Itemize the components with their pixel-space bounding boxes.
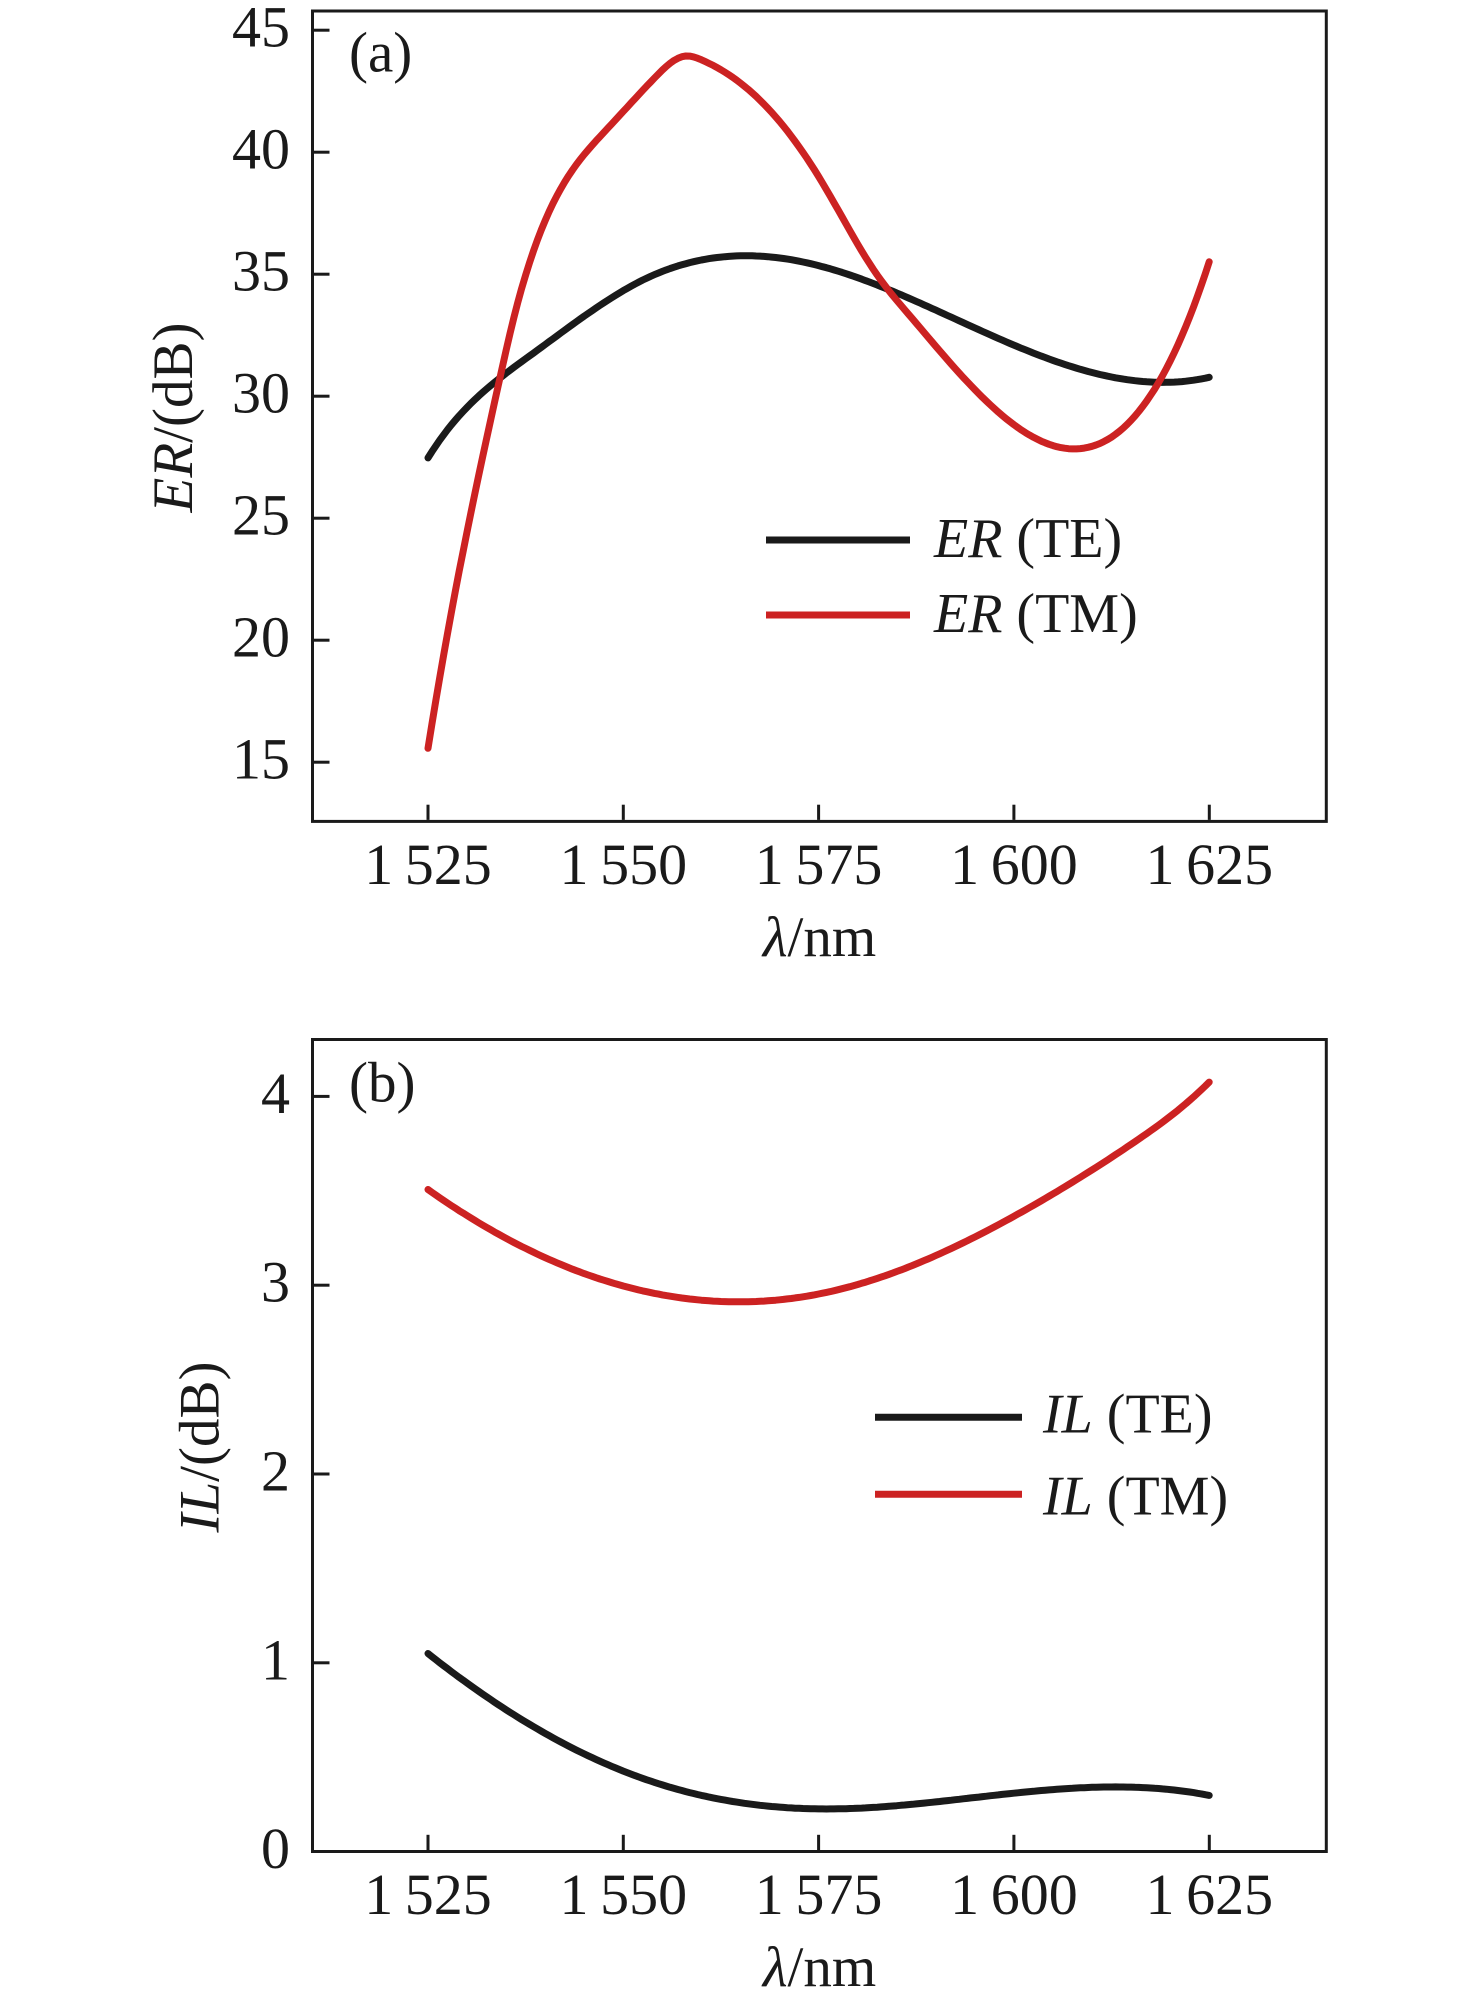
svg-text:(b): (b)	[349, 1052, 415, 1115]
svg-text:3: 3	[261, 1250, 290, 1315]
svg-text:1 525: 1 525	[364, 1862, 492, 1927]
svg-text:1 600: 1 600	[950, 1862, 1078, 1927]
svg-text:1 525: 1 525	[364, 832, 492, 897]
svg-text:45: 45	[232, 0, 290, 60]
svg-text:0: 0	[261, 1816, 290, 1881]
svg-text:IL/(dB): IL/(dB)	[169, 1361, 232, 1533]
svg-text:1 550: 1 550	[559, 1862, 687, 1927]
svg-text:1 600: 1 600	[950, 832, 1078, 897]
svg-text:4: 4	[261, 1061, 290, 1126]
svg-text:2: 2	[261, 1439, 290, 1504]
svg-text:1 550: 1 550	[559, 832, 687, 897]
svg-text:ER (TM): ER (TM)	[933, 583, 1138, 645]
svg-text:ER/(dB): ER/(dB)	[142, 323, 205, 514]
svg-text:1 625: 1 625	[1145, 1862, 1273, 1927]
svg-text:(a): (a)	[349, 22, 412, 85]
svg-text:20: 20	[232, 605, 290, 670]
svg-text:1 575: 1 575	[755, 1862, 883, 1927]
svg-text:λ/nm: λ/nm	[761, 906, 876, 969]
svg-text:1: 1	[261, 1627, 290, 1692]
svg-text:30: 30	[232, 361, 290, 426]
svg-text:1 575: 1 575	[755, 832, 883, 897]
svg-text:IL (TE): IL (TE)	[1042, 1384, 1213, 1446]
svg-text:15: 15	[232, 727, 290, 792]
svg-text:35: 35	[232, 239, 290, 304]
svg-text:IL (TM): IL (TM)	[1042, 1466, 1228, 1528]
svg-text:λ/nm: λ/nm	[761, 1936, 876, 1999]
svg-text:ER (TE): ER (TE)	[933, 508, 1122, 570]
svg-text:25: 25	[232, 483, 290, 548]
svg-text:40: 40	[232, 117, 290, 182]
svg-text:1 625: 1 625	[1145, 832, 1273, 897]
